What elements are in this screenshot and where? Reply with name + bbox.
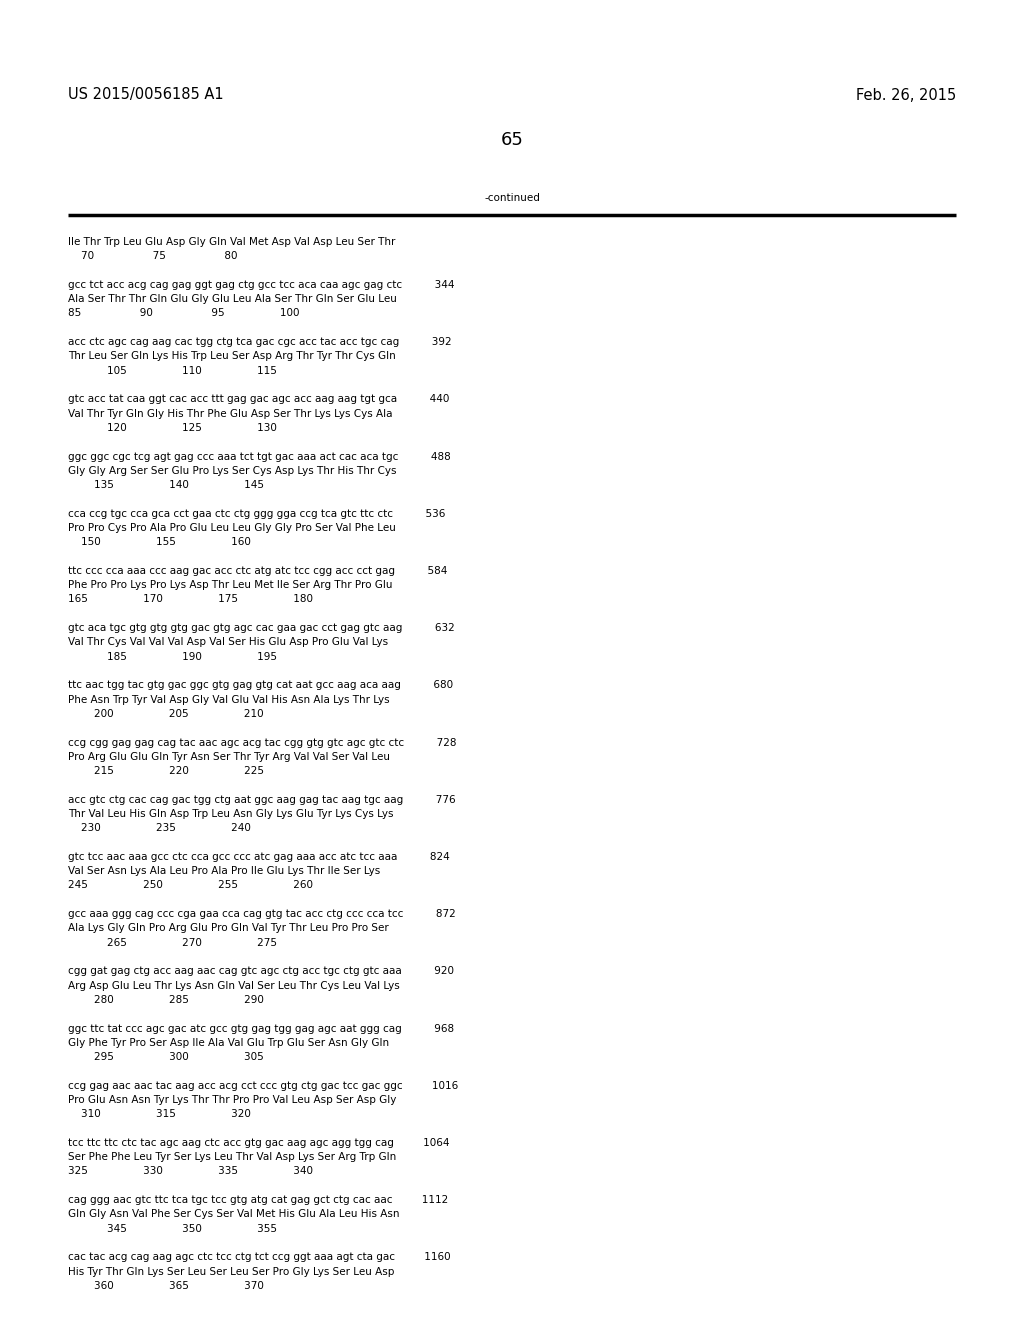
Text: Gly Phe Tyr Pro Ser Asp Ile Ala Val Glu Trp Glu Ser Asn Gly Gln: Gly Phe Tyr Pro Ser Asp Ile Ala Val Glu … [68,1038,389,1048]
Text: Phe Asn Trp Tyr Val Asp Gly Val Glu Val His Asn Ala Lys Thr Lys: Phe Asn Trp Tyr Val Asp Gly Val Glu Val … [68,694,389,705]
Text: His Tyr Thr Gln Lys Ser Leu Ser Leu Ser Pro Gly Lys Ser Leu Asp: His Tyr Thr Gln Lys Ser Leu Ser Leu Ser … [68,1267,394,1276]
Text: 280                 285                 290: 280 285 290 [68,995,264,1005]
Text: Thr Leu Ser Gln Lys His Trp Leu Ser Asp Arg Thr Tyr Thr Cys Gln: Thr Leu Ser Gln Lys His Trp Leu Ser Asp … [68,351,395,362]
Text: Val Ser Asn Lys Ala Leu Pro Ala Pro Ile Glu Lys Thr Ile Ser Lys: Val Ser Asn Lys Ala Leu Pro Ala Pro Ile … [68,866,380,876]
Text: ttc aac tgg tac gtg gac ggc gtg gag gtg cat aat gcc aag aca aag          680: ttc aac tgg tac gtg gac ggc gtg gag gtg … [68,680,454,690]
Text: 325                 330                 335                 340: 325 330 335 340 [68,1167,313,1176]
Text: cag ggg aac gtc ttc tca tgc tcc gtg atg cat gag gct ctg cac aac         1112: cag ggg aac gtc ttc tca tgc tcc gtg atg … [68,1195,449,1205]
Text: 70                  75                  80: 70 75 80 [68,251,238,261]
Text: 215                 220                 225: 215 220 225 [68,766,264,776]
Text: Ala Lys Gly Gln Pro Arg Glu Pro Gln Val Tyr Thr Leu Pro Pro Ser: Ala Lys Gly Gln Pro Arg Glu Pro Gln Val … [68,924,389,933]
Text: cgg gat gag ctg acc aag aac cag gtc agc ctg acc tgc ctg gtc aaa          920: cgg gat gag ctg acc aag aac cag gtc agc … [68,966,454,977]
Text: Pro Glu Asn Asn Tyr Lys Thr Thr Pro Pro Val Leu Asp Ser Asp Gly: Pro Glu Asn Asn Tyr Lys Thr Thr Pro Pro … [68,1096,396,1105]
Text: gtc acc tat caa ggt cac acc ttt gag gac agc acc aag aag tgt gca          440: gtc acc tat caa ggt cac acc ttt gag gac … [68,395,450,404]
Text: Pro Pro Cys Pro Ala Pro Glu Leu Leu Gly Gly Pro Ser Val Phe Leu: Pro Pro Cys Pro Ala Pro Glu Leu Leu Gly … [68,523,396,533]
Text: 105                 110                 115: 105 110 115 [68,366,276,376]
Text: 360                 365                 370: 360 365 370 [68,1280,264,1291]
Text: 265                 270                 275: 265 270 275 [68,937,278,948]
Text: 185                 190                 195: 185 190 195 [68,652,278,661]
Text: gcc tct acc acg cag gag ggt gag ctg gcc tcc aca caa agc gag ctc          344: gcc tct acc acg cag gag ggt gag ctg gcc … [68,280,455,290]
Text: 245                 250                 255                 260: 245 250 255 260 [68,880,313,891]
Text: US 2015/0056185 A1: US 2015/0056185 A1 [68,87,223,103]
Text: Thr Val Leu His Gln Asp Trp Leu Asn Gly Lys Glu Tyr Lys Cys Lys: Thr Val Leu His Gln Asp Trp Leu Asn Gly … [68,809,393,818]
Text: ccg gag aac aac tac aag acc acg cct ccc gtg ctg gac tcc gac ggc         1016: ccg gag aac aac tac aag acc acg cct ccc … [68,1081,459,1090]
Text: Ala Ser Thr Thr Gln Glu Gly Glu Leu Ala Ser Thr Gln Ser Glu Leu: Ala Ser Thr Thr Gln Glu Gly Glu Leu Ala … [68,294,397,304]
Text: Pro Arg Glu Glu Gln Tyr Asn Ser Thr Tyr Arg Val Val Ser Val Leu: Pro Arg Glu Glu Gln Tyr Asn Ser Thr Tyr … [68,752,390,762]
Text: 85                  90                  95                 100: 85 90 95 100 [68,309,299,318]
Text: Val Thr Cys Val Val Val Asp Val Ser His Glu Asp Pro Glu Val Lys: Val Thr Cys Val Val Val Asp Val Ser His … [68,638,388,647]
Text: 150                 155                 160: 150 155 160 [68,537,251,548]
Text: Val Thr Tyr Gln Gly His Thr Phe Glu Asp Ser Thr Lys Lys Cys Ala: Val Thr Tyr Gln Gly His Thr Phe Glu Asp … [68,409,392,418]
Text: 165                 170                 175                 180: 165 170 175 180 [68,594,313,605]
Text: cca ccg tgc cca gca cct gaa ctc ctg ggg gga ccg tca gtc ttc ctc          536: cca ccg tgc cca gca cct gaa ctc ctg ggg … [68,508,445,519]
Text: 230                 235                 240: 230 235 240 [68,824,251,833]
Text: ccg cgg gag gag cag tac aac agc acg tac cgg gtg gtc agc gtc ctc          728: ccg cgg gag gag cag tac aac agc acg tac … [68,738,457,747]
Text: Arg Asp Glu Leu Thr Lys Asn Gln Val Ser Leu Thr Cys Leu Val Lys: Arg Asp Glu Leu Thr Lys Asn Gln Val Ser … [68,981,399,990]
Text: Phe Pro Pro Lys Pro Lys Asp Thr Leu Met Ile Ser Arg Thr Pro Glu: Phe Pro Pro Lys Pro Lys Asp Thr Leu Met … [68,581,392,590]
Text: 65: 65 [501,131,523,149]
Text: 135                 140                 145: 135 140 145 [68,480,264,490]
Text: acc ctc agc cag aag cac tgg ctg tca gac cgc acc tac acc tgc cag          392: acc ctc agc cag aag cac tgg ctg tca gac … [68,337,452,347]
Text: acc gtc ctg cac cag gac tgg ctg aat ggc aag gag tac aag tgc aag          776: acc gtc ctg cac cag gac tgg ctg aat ggc … [68,795,456,805]
Text: 345                 350                 355: 345 350 355 [68,1224,278,1234]
Text: 120                 125                 130: 120 125 130 [68,422,276,433]
Text: Ser Phe Phe Leu Tyr Ser Lys Leu Thr Val Asp Lys Ser Arg Trp Gln: Ser Phe Phe Leu Tyr Ser Lys Leu Thr Val … [68,1152,396,1162]
Text: 200                 205                 210: 200 205 210 [68,709,263,719]
Text: Ile Thr Trp Leu Glu Asp Gly Gln Val Met Asp Val Asp Leu Ser Thr: Ile Thr Trp Leu Glu Asp Gly Gln Val Met … [68,238,395,247]
Text: Gln Gly Asn Val Phe Ser Cys Ser Val Met His Glu Ala Leu His Asn: Gln Gly Asn Val Phe Ser Cys Ser Val Met … [68,1209,399,1220]
Text: cac tac acg cag aag agc ctc tcc ctg tct ccg ggt aaa agt cta gac         1160: cac tac acg cag aag agc ctc tcc ctg tct … [68,1253,451,1262]
Text: Gly Gly Arg Ser Ser Glu Pro Lys Ser Cys Asp Lys Thr His Thr Cys: Gly Gly Arg Ser Ser Glu Pro Lys Ser Cys … [68,466,396,475]
Text: Feb. 26, 2015: Feb. 26, 2015 [856,87,956,103]
Text: ggc ggc cgc tcg agt gag ccc aaa tct tgt gac aaa act cac aca tgc          488: ggc ggc cgc tcg agt gag ccc aaa tct tgt … [68,451,451,462]
Text: 310                 315                 320: 310 315 320 [68,1109,251,1119]
Text: gtc tcc aac aaa gcc ctc cca gcc ccc atc gag aaa acc atc tcc aaa          824: gtc tcc aac aaa gcc ctc cca gcc ccc atc … [68,851,450,862]
Text: ggc ttc tat ccc agc gac atc gcc gtg gag tgg gag agc aat ggg cag          968: ggc ttc tat ccc agc gac atc gcc gtg gag … [68,1023,454,1034]
Text: 295                 300                 305: 295 300 305 [68,1052,264,1063]
Text: gcc aaa ggg cag ccc cga gaa cca cag gtg tac acc ctg ccc cca tcc          872: gcc aaa ggg cag ccc cga gaa cca cag gtg … [68,909,456,919]
Text: ttc ccc cca aaa ccc aag gac acc ctc atg atc tcc cgg acc cct gag          584: ttc ccc cca aaa ccc aag gac acc ctc atg … [68,566,447,576]
Text: gtc aca tgc gtg gtg gtg gac gtg agc cac gaa gac cct gag gtc aag          632: gtc aca tgc gtg gtg gtg gac gtg agc cac … [68,623,455,634]
Text: tcc ttc ttc ctc tac agc aag ctc acc gtg gac aag agc agg tgg cag         1064: tcc ttc ttc ctc tac agc aag ctc acc gtg … [68,1138,450,1148]
Text: -continued: -continued [484,193,540,203]
